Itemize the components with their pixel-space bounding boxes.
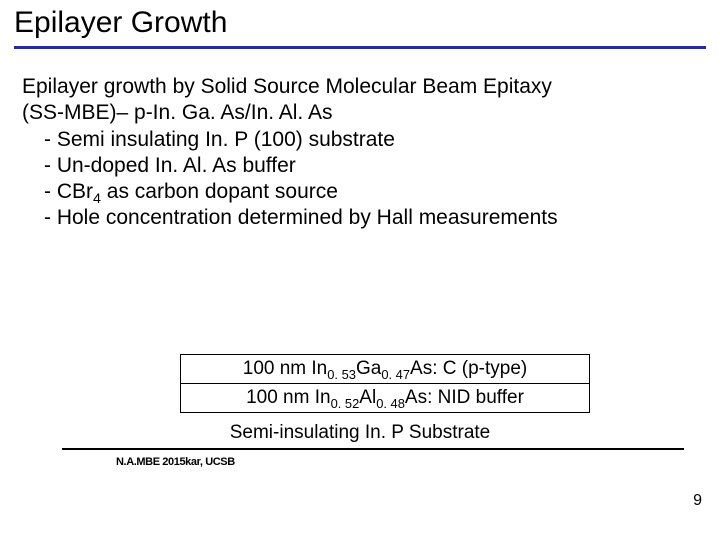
- body-text: Epilayer growth by Solid Source Molecula…: [22, 74, 682, 232]
- bullet-4: - Hole concentration determined by Hall …: [22, 205, 682, 231]
- footer-credit: N.A.MBE 2015kar, UCSB: [116, 456, 235, 468]
- substrate-label: Semi-insulating In. P Substrate: [0, 422, 720, 444]
- layer-2: 100 nm In0. 52Al0. 48As: NID buffer: [180, 384, 590, 413]
- layer-1-sub1: 0. 53: [327, 367, 356, 382]
- bullet-3: - CBr4 as carbon dopant source: [22, 179, 682, 205]
- layer-1-pre: 100 nm In: [243, 358, 328, 379]
- layer-2-mid1: Al: [359, 387, 376, 408]
- layer-1-mid1: Ga: [356, 358, 381, 379]
- layer-1: 100 nm In0. 53Ga0. 47As: C (p-type): [180, 354, 590, 384]
- layer-1-sub2: 0. 47: [381, 367, 410, 382]
- layer-2-post: As: NID buffer: [405, 387, 524, 408]
- layer-diagram: 100 nm In0. 53Ga0. 47As: C (p-type) 100 …: [180, 354, 590, 413]
- intro-line-1: Epilayer growth by Solid Source Molecula…: [22, 74, 682, 100]
- layer-1-post: As: C (p-type): [410, 358, 527, 379]
- substrate-line: [62, 448, 684, 450]
- bullet-1: - Semi insulating In. P (100) substrate: [22, 127, 682, 153]
- layer-2-sub1: 0. 52: [331, 396, 360, 411]
- bullet-2: - Un-doped In. Al. As buffer: [22, 153, 682, 179]
- intro-line-2: (SS-MBE)– p-In. Ga. As/In. Al. As: [22, 100, 682, 126]
- layer-2-sub2: 0. 48: [376, 396, 405, 411]
- slide-title: Epilayer Growth: [14, 6, 227, 40]
- page-number: 9: [693, 492, 702, 510]
- bullet-3-post: as carbon dopant source: [101, 180, 338, 203]
- title-underline: [14, 46, 706, 49]
- bullet-3-pre: - CBr: [44, 180, 93, 203]
- layer-2-pre: 100 nm In: [246, 387, 331, 408]
- slide: Epilayer Growth Epilayer growth by Solid…: [0, 0, 720, 540]
